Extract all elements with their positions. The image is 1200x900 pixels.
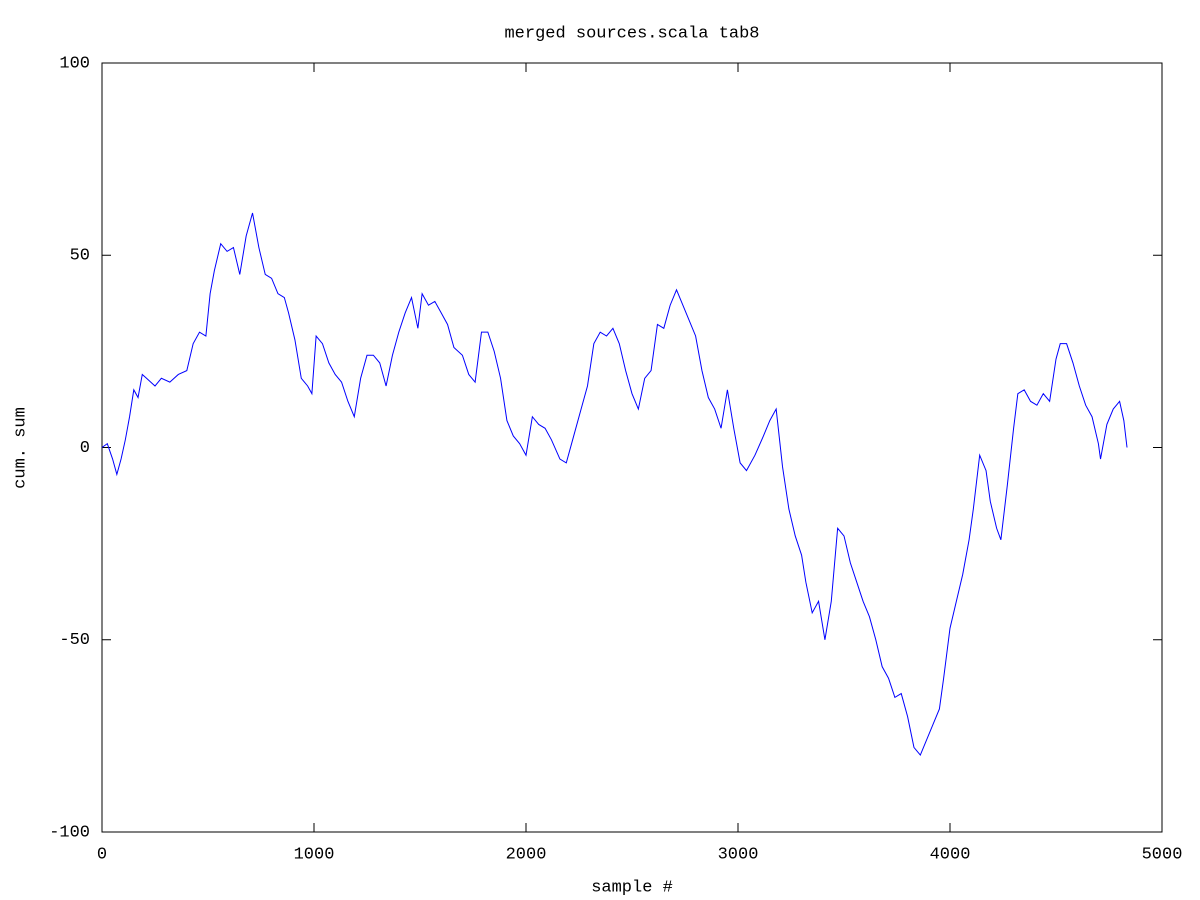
x-tick-label: 3000 [718,845,759,864]
data-line [101,212,1128,757]
x-tick-label: 2000 [506,845,547,864]
x-axis-label: sample # [591,878,673,897]
y-tick-label: -50 [59,631,90,650]
y-tick-label: 50 [70,247,90,266]
x-tick-label: 1000 [294,845,335,864]
x-tick-label: 4000 [930,845,971,864]
x-tick-label: 0 [97,845,107,864]
chart-title: merged sources.scala tab8 [504,24,759,43]
y-tick-label: 0 [80,439,90,458]
y-axis-label: cum. sum [11,407,30,489]
y-tick-label: 100 [59,54,90,73]
y-tick-label: -100 [49,823,90,842]
x-tick-label: 5000 [1142,845,1183,864]
plot-frame [101,62,1163,833]
